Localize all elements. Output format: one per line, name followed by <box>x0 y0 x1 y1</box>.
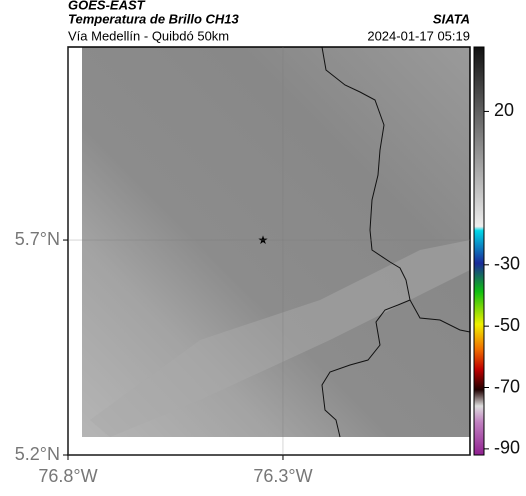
y-tick-label: 5.2°N <box>15 444 60 464</box>
subtitle: Vía Medellín - Quibdó 50km <box>68 28 229 43</box>
datetime: 2024-01-17 05:19 <box>367 28 470 43</box>
colorbar <box>473 46 485 456</box>
brand: SIATA <box>433 11 470 26</box>
y-tick-label: 5.7°N <box>15 229 60 249</box>
satellite-image <box>82 47 470 437</box>
colorbar-tick-label: -50 <box>494 315 520 335</box>
colorbar-tick-label: -90 <box>494 438 520 458</box>
boundary <box>321 46 471 438</box>
map: ★ <box>67 46 471 456</box>
title: Temperatura de Brillo CH13 <box>68 11 240 26</box>
source: GOES-EAST <box>68 0 146 12</box>
colorbar-tick-label: -70 <box>494 376 520 396</box>
colorbar-tick-label: 20 <box>494 100 514 120</box>
x-tick-label: 76.3°W <box>253 466 312 486</box>
cloud-band <box>90 240 470 437</box>
colorbar-tick-label: -30 <box>494 254 520 274</box>
x-tick-label: 76.8°W <box>38 466 97 486</box>
